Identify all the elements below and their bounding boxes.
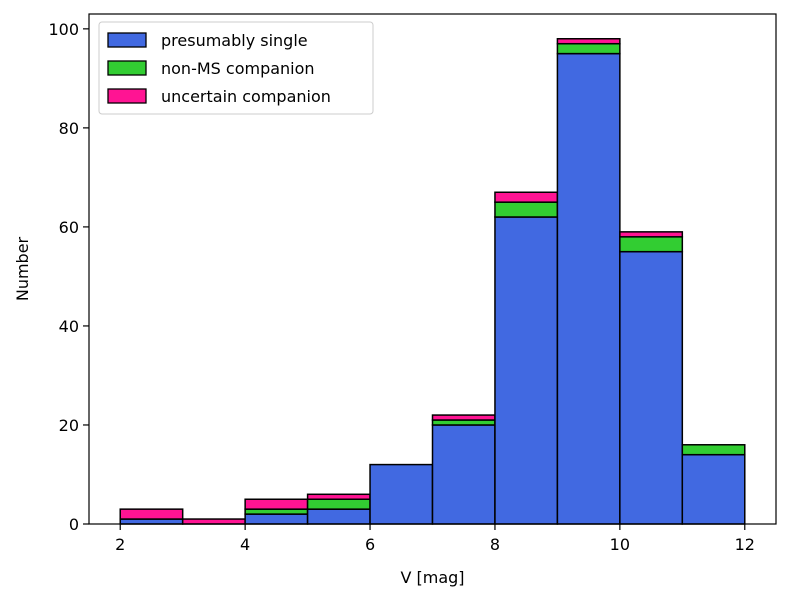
- bar-presumably-single-bin-3: [306, 508, 371, 525]
- y-tick-label: 0: [69, 515, 79, 534]
- y-tick-label: 80: [59, 119, 79, 138]
- legend-swatch: [107, 60, 147, 76]
- y-tick-label: 100: [48, 20, 79, 39]
- bar-non-MS-companion-bin-6: [494, 201, 559, 218]
- bar-uncertain-companion-bin-3: [306, 493, 371, 500]
- bar-non-MS-companion-bin-7: [556, 42, 621, 55]
- bar-presumably-single-bin-4: [369, 463, 434, 525]
- bar-presumably-single-bin-9: [681, 453, 746, 525]
- legend-label: uncertain companion: [161, 87, 331, 106]
- x-tick-label: 6: [365, 535, 375, 554]
- bar-presumably-single-bin-5: [431, 424, 496, 525]
- bars-group: [119, 38, 746, 525]
- x-axis-label: V [mag]: [400, 568, 464, 587]
- bar-presumably-single-bin-2: [244, 513, 309, 525]
- y-tick-label: 40: [59, 317, 79, 336]
- bar-non-MS-companion-bin-8: [619, 236, 684, 253]
- legend: presumably single non-MS companion uncerta…: [98, 21, 374, 115]
- bar-presumably-single-bin-8: [619, 250, 684, 525]
- y-axis: 0 20 40 60 80 100: [48, 20, 89, 534]
- legend-box: [98, 21, 374, 115]
- y-tick-label: 20: [59, 416, 79, 435]
- legend-label: presumably single: [161, 31, 308, 50]
- bar-presumably-single-bin-6: [494, 216, 559, 525]
- x-tick-label: 10: [610, 535, 630, 554]
- legend-swatch: [107, 32, 147, 48]
- bar-uncertain-companion-bin-5: [431, 414, 496, 421]
- bar-uncertain-companion-bin-2: [244, 498, 309, 510]
- y-tick-label: 60: [59, 218, 79, 237]
- x-tick-label: 12: [735, 535, 755, 554]
- x-tick-label: 2: [115, 535, 125, 554]
- y-axis-label: Number: [13, 236, 32, 301]
- bar-uncertain-companion-bin-7: [556, 38, 621, 45]
- x-tick-label: 4: [240, 535, 250, 554]
- bar-non-MS-companion-bin-9: [681, 444, 746, 456]
- x-axis: 2 4 6 8 10 12: [115, 524, 755, 554]
- bar-uncertain-companion-bin-6: [494, 191, 559, 203]
- plot-frame: [88, 13, 777, 525]
- bar-uncertain-companion-bin-0: [119, 508, 184, 520]
- bar-uncertain-companion-bin-8: [619, 231, 684, 238]
- bar-uncertain-companion-bin-1: [181, 518, 246, 525]
- legend-swatch: [107, 88, 147, 104]
- bar-non-MS-companion-bin-3: [306, 498, 371, 510]
- legend-label: non-MS companion: [161, 59, 315, 78]
- x-tick-label: 8: [490, 535, 500, 554]
- bar-presumably-single-bin-7: [556, 52, 621, 525]
